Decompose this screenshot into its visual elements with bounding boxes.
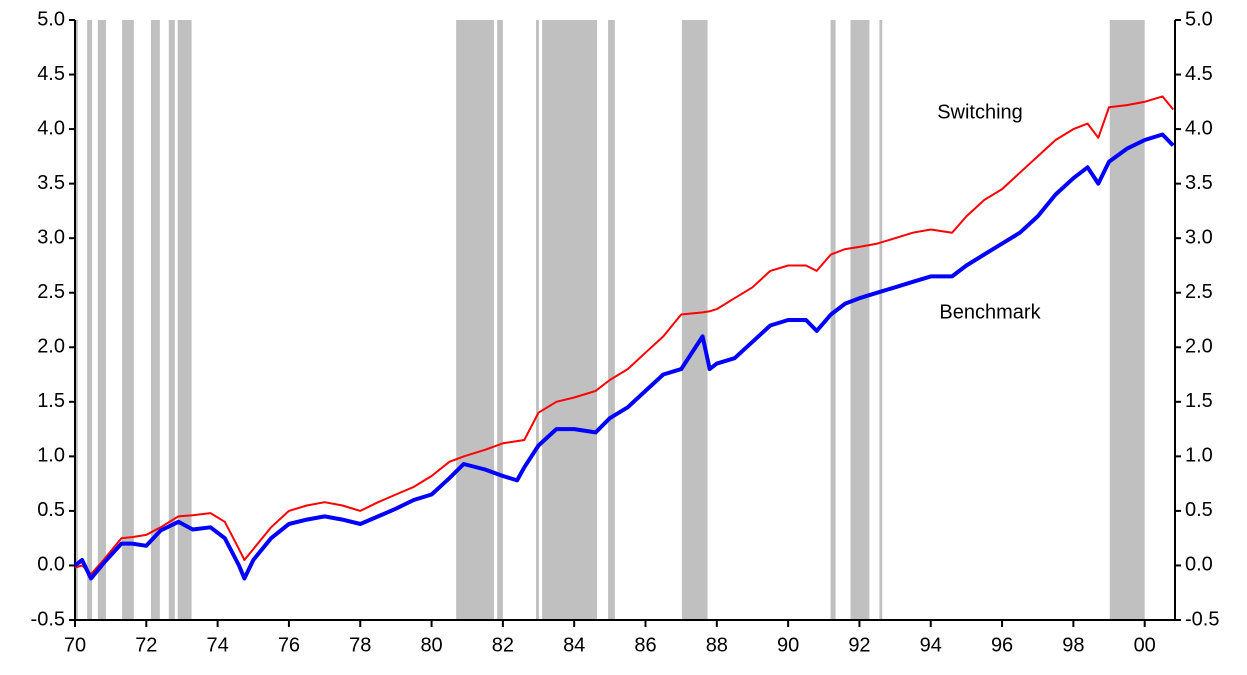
shaded-period: [122, 20, 134, 620]
shaded-period: [681, 20, 708, 620]
shaded-period: [608, 20, 615, 620]
x-tick-label: 76: [278, 634, 300, 656]
x-tick-label: 82: [492, 634, 514, 656]
y-tick-label: 0.5: [37, 499, 65, 521]
y-tick-label: -0.5: [31, 608, 65, 630]
y2-tick-label: 1.0: [1185, 445, 1213, 467]
annotation: Switching: [937, 101, 1023, 123]
y-tick-label: 0.0: [37, 554, 65, 576]
shaded-period: [542, 20, 598, 620]
shaded-period: [75, 20, 78, 620]
y2-tick-label: 3.5: [1185, 172, 1213, 194]
y2-tick-label: 2.5: [1185, 281, 1213, 303]
series-line: [74, 95, 1174, 576]
shaded-period: [150, 20, 160, 620]
shaded-period: [97, 20, 107, 620]
shaded-period: [879, 20, 883, 620]
y2-tick-label: 1.5: [1185, 390, 1213, 412]
shaded-period: [87, 20, 93, 620]
y2-tick-label: 4.0: [1185, 117, 1213, 139]
shaded-period: [168, 20, 175, 620]
shaded-period: [1109, 20, 1145, 620]
y2-tick-label: 2.0: [1185, 336, 1213, 358]
x-tick-label: 80: [420, 634, 442, 656]
y-tick-label: 3.0: [37, 226, 65, 248]
x-tick-label: 74: [207, 634, 229, 656]
y-tick-label: 2.5: [37, 281, 65, 303]
shaded-period: [830, 20, 836, 620]
shaded-period: [536, 20, 539, 620]
shaded-period: [456, 20, 494, 620]
x-tick-label: 70: [64, 634, 86, 656]
x-tick-label: 98: [1062, 634, 1084, 656]
x-tick-label: 88: [706, 634, 728, 656]
y-tick-label: 1.5: [37, 390, 65, 412]
y2-tick-label: 4.5: [1185, 63, 1213, 85]
x-tick-label: 86: [634, 634, 656, 656]
y-tick-label: 1.0: [37, 445, 65, 467]
x-tick-label: 78: [349, 634, 371, 656]
y2-tick-label: 3.0: [1185, 226, 1213, 248]
y-tick-label: 4.5: [37, 63, 65, 85]
y-tick-label: 5.0: [37, 8, 65, 30]
y2-tick-label: 5.0: [1185, 8, 1213, 30]
x-tick-label: 92: [848, 634, 870, 656]
y-tick-label: 2.0: [37, 336, 65, 358]
x-tick-label: 84: [563, 634, 585, 656]
shaded-period: [850, 20, 870, 620]
y2-tick-label: -0.5: [1185, 608, 1219, 630]
shaded-period: [177, 20, 192, 620]
annotation: Benchmark: [939, 301, 1041, 323]
shaded-period: [497, 20, 503, 620]
y2-tick-label: 0.5: [1185, 499, 1213, 521]
y-tick-label: 3.5: [37, 172, 65, 194]
x-tick-label: 72: [135, 634, 157, 656]
y-tick-label: 4.0: [37, 117, 65, 139]
x-tick-label: 00: [1134, 634, 1156, 656]
y2-tick-label: 0.0: [1185, 554, 1213, 576]
x-tick-label: 94: [920, 634, 942, 656]
x-tick-label: 90: [777, 634, 799, 656]
x-tick-label: 96: [991, 634, 1013, 656]
series-line: [73, 132, 1175, 581]
